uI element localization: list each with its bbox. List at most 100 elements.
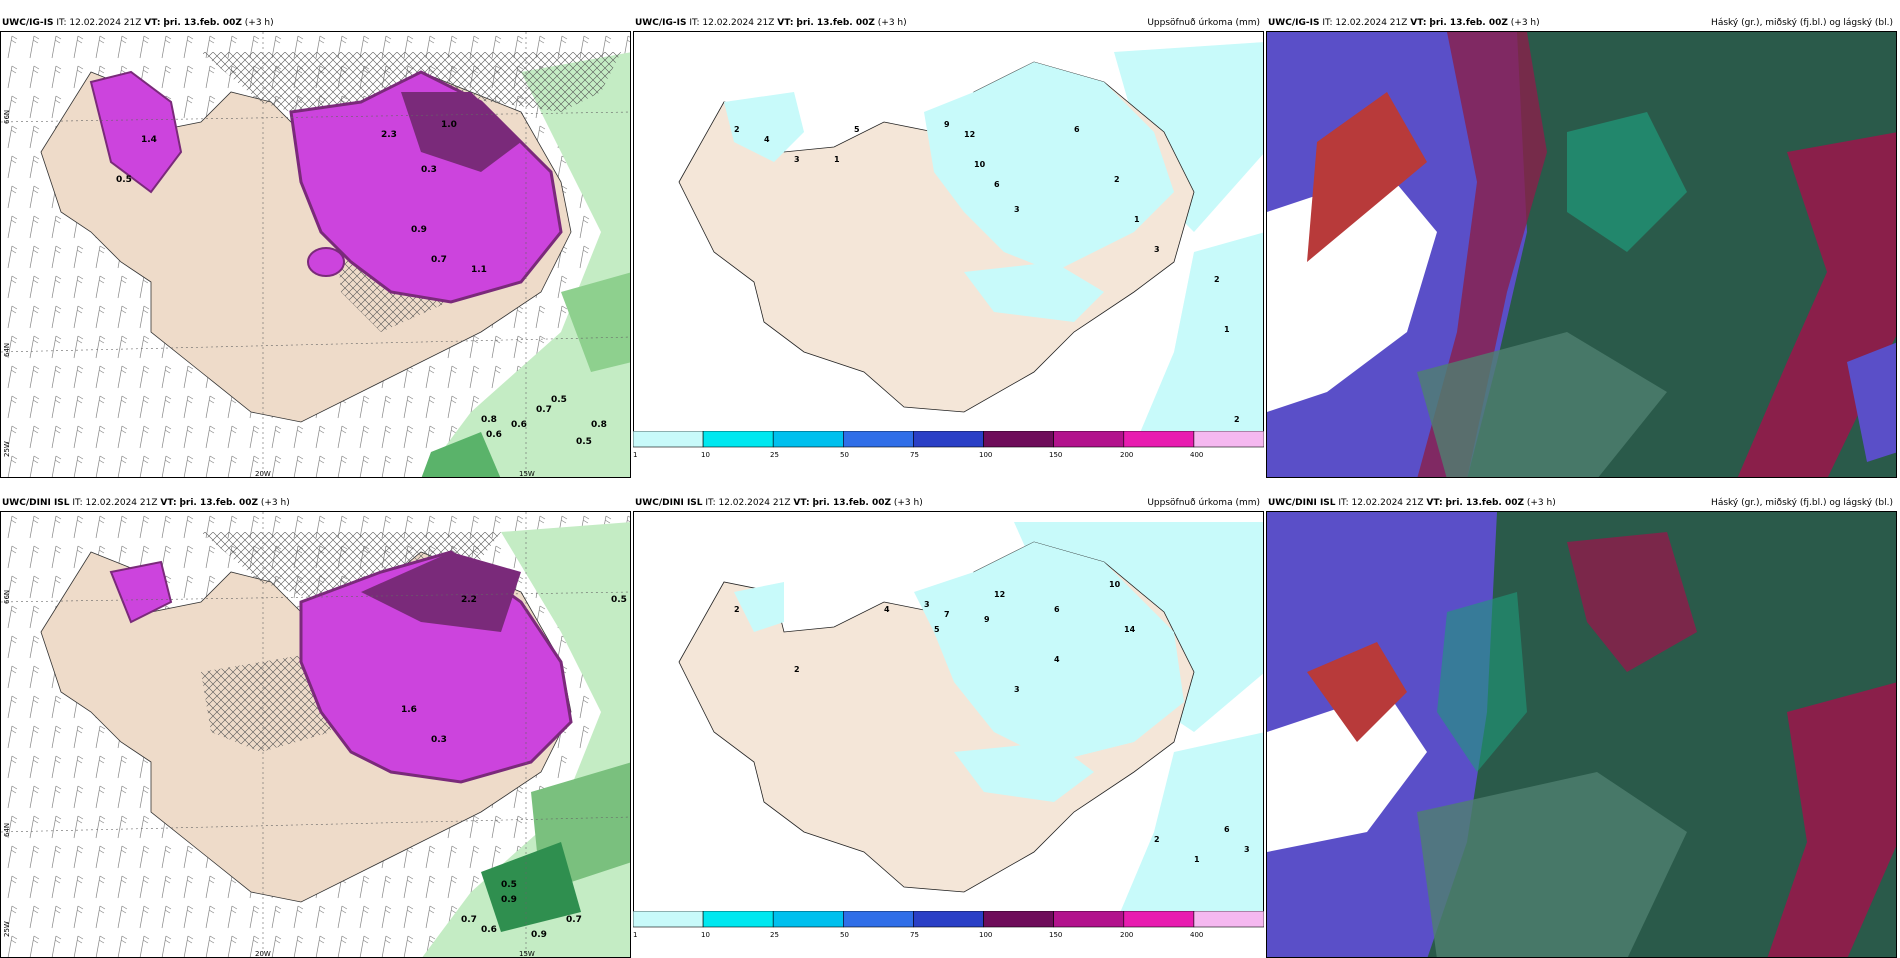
value-label: 6	[1224, 825, 1230, 834]
cloud-map[interactable]	[1266, 31, 1897, 478]
value-label: 0.8	[591, 420, 607, 430]
value-label: 0.6	[486, 430, 502, 440]
value-label: 1.0	[441, 120, 457, 130]
lat-label-64: 64N	[3, 342, 11, 357]
value-label: 3	[1244, 845, 1250, 854]
colorbar-segment	[983, 910, 1055, 928]
field-title: Uppsöfnuð úrkoma (mm)	[1147, 498, 1260, 508]
field-title: Háský (gr.), miðský (fj.bl.) og lágský (…	[1711, 18, 1893, 28]
precip-map[interactable]: 2 4 3 5 7 12 9 6 10 14 4 3 2 6 1 2 3	[633, 511, 1264, 926]
value-label: 3	[1014, 685, 1020, 694]
lon-label-15: 15W	[519, 470, 535, 478]
colorbar-segment	[1123, 910, 1195, 928]
colorbar-segment	[1193, 430, 1265, 448]
lon-label-20: 20W	[255, 950, 271, 958]
value-label: 3	[924, 600, 930, 609]
lon-label-25: 25W	[3, 441, 11, 457]
panel-top-right: UWC/IG-IS IT: 12.02.2024 21Z VT: þri. 13…	[1266, 15, 1897, 478]
lat-label-66: 66N	[3, 589, 11, 604]
colorbar-scale	[632, 910, 1265, 928]
tick-label: 100	[979, 451, 993, 459]
value-label: 0.7	[461, 915, 477, 925]
value-label: 0.5	[611, 595, 627, 605]
field-title: Uppsöfnuð úrkoma (mm)	[1147, 18, 1260, 28]
tick-label: 400	[1190, 451, 1204, 459]
value-label: 12	[994, 590, 1005, 599]
tick-label: 1	[633, 931, 638, 939]
value-label: 0.7	[536, 405, 552, 415]
value-label: 3	[1154, 245, 1160, 254]
tick-label: 1	[633, 451, 638, 459]
tick-label: 150	[1049, 451, 1063, 459]
panel-title: UWC/DINI ISL IT: 12.02.2024 21Z VT: þri.…	[1268, 498, 1556, 508]
value-label: 0.9	[501, 895, 517, 905]
value-label: 0.7	[431, 255, 447, 265]
colorbar-segment	[632, 910, 704, 928]
value-label: 6	[994, 180, 1000, 189]
value-label: 0.9	[411, 225, 427, 235]
value-label: 0.9	[531, 930, 547, 940]
value-label: 4	[764, 135, 770, 144]
value-label: 9	[944, 120, 950, 129]
panel-bot-left: UWC/DINI ISL IT: 12.02.2024 21Z VT: þri.…	[0, 495, 631, 958]
colorbar-segment	[843, 910, 914, 928]
colorbar-segment	[632, 430, 704, 448]
value-label: 1	[1134, 215, 1140, 224]
value-label: 0.3	[421, 165, 437, 175]
lat-label-66: 66N	[3, 109, 11, 124]
value-label: 5	[934, 625, 940, 634]
tick-label: 200	[1120, 931, 1134, 939]
panel-title: UWC/IG-IS IT: 12.02.2024 21Z VT: þri. 13…	[1268, 18, 1540, 28]
colorbar-segment	[702, 430, 774, 448]
precip-map[interactable]: 2 4 3 1 5 9 12 10 6 3 6 2 1 3 2 1 2	[633, 31, 1264, 446]
value-label: 0.5	[116, 175, 132, 185]
value-label: 9	[984, 615, 990, 624]
tick-label: 50	[840, 451, 849, 459]
value-label: 2.3	[381, 130, 397, 140]
value-label: 2	[1114, 175, 1120, 184]
panel-title: UWC/DINI ISL IT: 12.02.2024 21Z VT: þri.…	[2, 498, 290, 508]
value-label: 3	[1014, 205, 1020, 214]
value-label: 0.7	[566, 915, 582, 925]
value-label: 0.5	[501, 880, 517, 890]
value-label: 0.3	[431, 735, 447, 745]
colorbar-segment	[1053, 430, 1125, 448]
colorbar-segment	[913, 430, 984, 448]
value-label: 5	[854, 125, 860, 134]
value-label: 4	[1054, 655, 1060, 664]
tick-label: 50	[840, 931, 849, 939]
snow-wind-map[interactable]: 1.4 0.5 2.3 1.0 0.9 0.7 0.3 1.1 0.8 0.6 …	[0, 31, 631, 478]
value-label: 2	[1214, 275, 1220, 284]
colorbar-segment	[702, 910, 774, 928]
value-label: 6	[1054, 605, 1060, 614]
value-label: 10	[974, 160, 986, 169]
value-label: 12	[964, 130, 975, 139]
value-label: 10	[1109, 580, 1121, 589]
value-label: 2	[1154, 835, 1160, 844]
colorbar-segment	[1193, 910, 1265, 928]
value-label: 4	[884, 605, 890, 614]
colorbar-segment	[1053, 910, 1125, 928]
cloud-map[interactable]	[1266, 511, 1897, 958]
colorbar-segment	[843, 430, 914, 448]
lat-label-64: 64N	[3, 822, 11, 837]
tick-label: 25	[770, 451, 779, 459]
value-label: 0.5	[576, 437, 592, 447]
value-label: 2	[794, 665, 800, 674]
colorbar: 1 10 25 50 75 100 150 200 400	[632, 430, 1265, 462]
value-label: 0.6	[511, 420, 527, 430]
value-label: 2.2	[461, 595, 477, 605]
panel-top-left: UWC/IG-IS IT: 12.02.2024 21Z VT: þri. 13…	[0, 15, 631, 478]
colorbar-segment	[983, 430, 1055, 448]
value-label: 1.4	[141, 135, 157, 145]
tick-label: 100	[979, 931, 993, 939]
value-label: 6	[1074, 125, 1080, 134]
value-label: 1	[834, 155, 840, 164]
lon-label-20: 20W	[255, 470, 271, 478]
value-label: 1	[1194, 855, 1200, 864]
panel-title: UWC/DINI ISL IT: 12.02.2024 21Z VT: þri.…	[635, 498, 923, 508]
value-label: 7	[944, 610, 950, 619]
snow-wind-map[interactable]: 0.5 0.9 0.7 0.6 0.9 0.7 1.6 2.2 0.3 0.5 …	[0, 511, 631, 958]
colorbar: 1 10 25 50 75 100 150 200 400	[632, 910, 1265, 942]
lon-label-25: 25W	[3, 921, 11, 937]
